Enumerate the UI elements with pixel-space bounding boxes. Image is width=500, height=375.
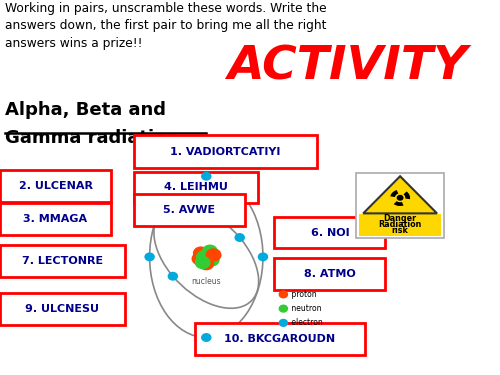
FancyBboxPatch shape [356, 172, 444, 238]
Circle shape [206, 249, 221, 261]
Text: 1. VADIORTCATIYI: 1. VADIORTCATIYI [170, 147, 280, 157]
FancyBboxPatch shape [359, 214, 441, 236]
Circle shape [194, 247, 208, 259]
Text: nucleus: nucleus [192, 278, 221, 286]
FancyBboxPatch shape [0, 203, 111, 236]
Circle shape [202, 334, 211, 341]
FancyBboxPatch shape [0, 245, 124, 277]
FancyBboxPatch shape [0, 170, 111, 202]
Text: Danger: Danger [384, 214, 416, 223]
Text: Working in pairs, unscramble these words. Write the
answers down, the first pair: Working in pairs, unscramble these words… [4, 2, 326, 50]
Text: 2. ULCENAR: 2. ULCENAR [18, 181, 92, 190]
Circle shape [397, 195, 404, 200]
Text: Radiation: Radiation [378, 220, 422, 229]
Circle shape [192, 253, 206, 265]
Text: 6. NOI: 6. NOI [310, 228, 349, 237]
FancyBboxPatch shape [134, 194, 245, 226]
Wedge shape [394, 201, 404, 206]
Text: 5. AVWE: 5. AVWE [163, 205, 216, 215]
Circle shape [202, 245, 217, 257]
Text: 4. LEIHMU: 4. LEIHMU [164, 183, 228, 192]
Circle shape [258, 253, 268, 261]
Text: 8. ATMO: 8. ATMO [304, 269, 356, 279]
Circle shape [168, 273, 177, 280]
Text: proton: proton [289, 290, 316, 299]
Circle shape [197, 251, 212, 263]
Wedge shape [403, 192, 410, 199]
Circle shape [280, 305, 287, 312]
Circle shape [398, 195, 403, 200]
Circle shape [235, 234, 244, 241]
Circle shape [280, 320, 287, 326]
Circle shape [196, 256, 210, 268]
Text: ACTIVITY: ACTIVITY [226, 45, 467, 90]
Text: 3. MMAGA: 3. MMAGA [24, 214, 88, 224]
Circle shape [202, 172, 211, 180]
FancyBboxPatch shape [274, 258, 386, 290]
Text: Gamma radiation.: Gamma radiation. [4, 129, 186, 147]
Text: risk: risk [392, 225, 408, 234]
Text: 9. ULCNESU: 9. ULCNESU [26, 304, 100, 314]
Circle shape [396, 194, 404, 201]
Text: neutron: neutron [289, 304, 322, 313]
Text: 7. LECTONRE: 7. LECTONRE [22, 256, 103, 266]
Circle shape [204, 254, 219, 266]
Polygon shape [363, 176, 437, 213]
Text: Alpha, Beta and: Alpha, Beta and [4, 101, 166, 119]
Circle shape [199, 258, 214, 270]
FancyBboxPatch shape [195, 323, 365, 356]
Circle shape [145, 253, 154, 261]
Text: 10. BKCGAROUDN: 10. BKCGAROUDN [224, 334, 336, 344]
Circle shape [280, 291, 287, 298]
FancyBboxPatch shape [134, 135, 318, 168]
FancyBboxPatch shape [134, 172, 258, 203]
FancyBboxPatch shape [274, 216, 386, 248]
Wedge shape [390, 190, 398, 197]
FancyBboxPatch shape [0, 294, 124, 326]
Text: electron: electron [289, 318, 322, 327]
